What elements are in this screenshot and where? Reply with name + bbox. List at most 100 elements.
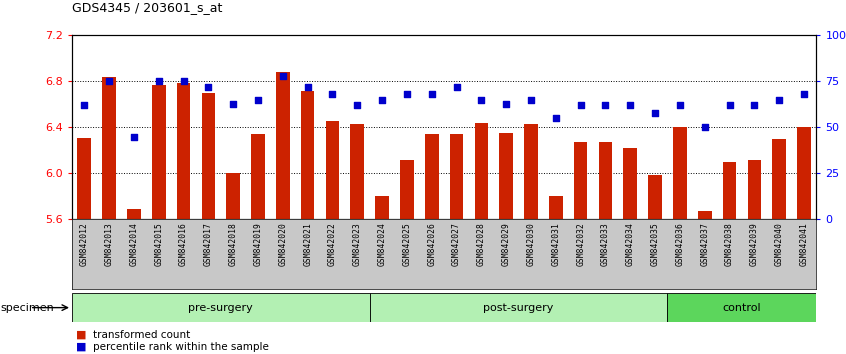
Text: ■: ■ <box>76 330 86 340</box>
Point <box>648 110 662 115</box>
Point <box>722 103 736 108</box>
Bar <box>400 160 414 219</box>
Bar <box>475 123 488 219</box>
Point <box>276 73 289 79</box>
Bar <box>127 209 140 219</box>
Point <box>574 103 587 108</box>
Point <box>400 91 414 97</box>
Text: pre-surgery: pre-surgery <box>189 303 253 313</box>
Bar <box>350 124 364 219</box>
Text: GSM842028: GSM842028 <box>477 222 486 266</box>
Bar <box>797 127 810 219</box>
Bar <box>201 93 215 219</box>
Bar <box>748 160 761 219</box>
Point <box>748 103 761 108</box>
Point <box>599 103 613 108</box>
Bar <box>772 139 786 219</box>
Text: GSM842036: GSM842036 <box>675 222 684 266</box>
Text: specimen: specimen <box>0 303 54 313</box>
Bar <box>301 91 315 219</box>
Point <box>350 103 364 108</box>
Text: GSM842027: GSM842027 <box>452 222 461 266</box>
Bar <box>525 124 538 219</box>
Bar <box>599 142 613 219</box>
Bar <box>673 127 687 219</box>
Point <box>201 84 215 90</box>
Text: GSM842037: GSM842037 <box>700 222 709 266</box>
Text: GSM842021: GSM842021 <box>303 222 312 266</box>
Point <box>525 97 538 103</box>
Text: GSM842013: GSM842013 <box>105 222 113 266</box>
Point <box>624 103 637 108</box>
Point <box>227 101 240 106</box>
Point <box>326 91 339 97</box>
Bar <box>376 196 389 219</box>
Text: GSM842012: GSM842012 <box>80 222 89 266</box>
Point <box>698 125 711 130</box>
Text: GSM842015: GSM842015 <box>154 222 163 266</box>
Text: GSM842016: GSM842016 <box>179 222 188 266</box>
Text: GSM842029: GSM842029 <box>502 222 511 266</box>
Point <box>78 103 91 108</box>
Bar <box>370 293 667 322</box>
Bar <box>425 135 438 219</box>
Text: control: control <box>722 303 761 313</box>
Point <box>425 91 438 97</box>
Point <box>376 97 389 103</box>
Text: post-surgery: post-surgery <box>483 303 554 313</box>
Text: ■: ■ <box>76 342 86 352</box>
Bar <box>549 196 563 219</box>
Point <box>450 84 464 90</box>
Text: GSM842041: GSM842041 <box>799 222 809 266</box>
Text: GSM842032: GSM842032 <box>576 222 585 266</box>
Text: GSM842018: GSM842018 <box>228 222 238 266</box>
Text: GSM842019: GSM842019 <box>254 222 262 266</box>
Bar <box>450 135 464 219</box>
Bar <box>276 72 289 219</box>
Text: GSM842035: GSM842035 <box>651 222 660 266</box>
Bar <box>152 85 166 219</box>
Text: transformed count: transformed count <box>93 330 190 340</box>
Text: GSM842025: GSM842025 <box>403 222 411 266</box>
Bar <box>722 162 736 219</box>
Bar <box>667 293 816 322</box>
Text: GSM842023: GSM842023 <box>353 222 362 266</box>
Bar <box>102 77 116 219</box>
Bar <box>78 138 91 219</box>
Point <box>177 79 190 84</box>
Point <box>475 97 488 103</box>
Text: GSM842026: GSM842026 <box>427 222 437 266</box>
Text: GSM842034: GSM842034 <box>626 222 634 266</box>
Text: GSM842024: GSM842024 <box>377 222 387 266</box>
Bar <box>227 173 240 219</box>
Bar <box>251 135 265 219</box>
Text: GDS4345 / 203601_s_at: GDS4345 / 203601_s_at <box>72 1 222 14</box>
Text: percentile rank within the sample: percentile rank within the sample <box>93 342 269 352</box>
Point <box>102 79 116 84</box>
Text: GSM842040: GSM842040 <box>775 222 783 266</box>
Bar <box>177 82 190 219</box>
Bar <box>326 120 339 219</box>
Point <box>301 84 315 90</box>
Point <box>549 115 563 121</box>
Text: GSM842030: GSM842030 <box>526 222 536 266</box>
Text: GSM842039: GSM842039 <box>750 222 759 266</box>
Bar <box>648 175 662 219</box>
Text: GSM842014: GSM842014 <box>129 222 139 266</box>
Point <box>152 79 166 84</box>
Bar <box>499 133 513 219</box>
Point <box>772 97 786 103</box>
Text: GSM842017: GSM842017 <box>204 222 213 266</box>
Text: GSM842031: GSM842031 <box>552 222 560 266</box>
Point <box>251 97 265 103</box>
Text: GSM842038: GSM842038 <box>725 222 734 266</box>
Point <box>499 101 513 106</box>
Bar <box>624 148 637 219</box>
Point <box>127 134 140 139</box>
Bar <box>698 211 711 219</box>
Bar <box>72 293 370 322</box>
Point <box>797 91 810 97</box>
Text: GSM842020: GSM842020 <box>278 222 288 266</box>
Bar <box>574 142 587 219</box>
Text: GSM842022: GSM842022 <box>328 222 337 266</box>
